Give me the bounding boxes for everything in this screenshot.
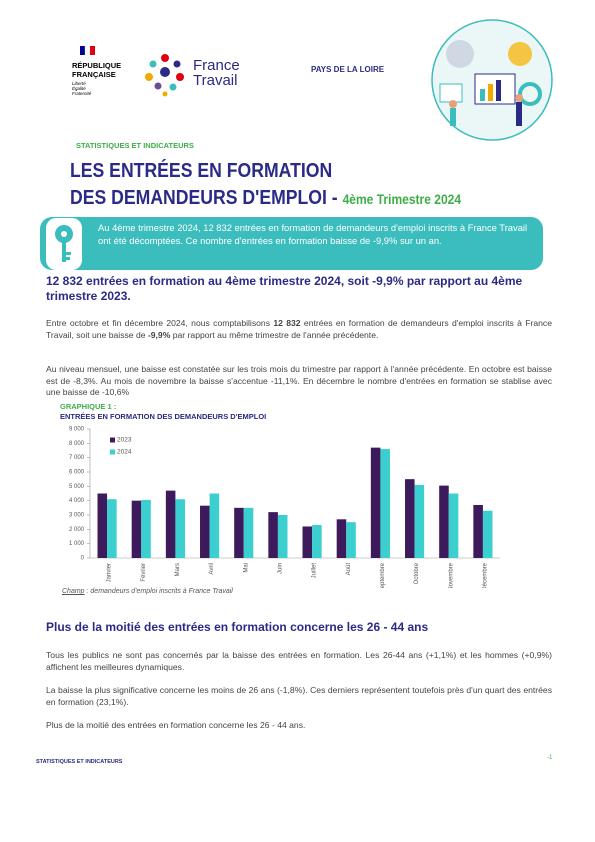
x-tick-label: Octobre — [414, 562, 420, 584]
bar — [268, 512, 278, 558]
chart: 0 1 000 2 000 3 000 4 000 5 000 6 000 7 000 8 00… — [69, 427, 500, 588]
page-number: -1 — [547, 755, 553, 761]
section-heading: 12 832 entrées en formation au 4ème trim… — [46, 274, 523, 303]
paragraph: Au niveau mensuel, une baisse est consta… — [46, 364, 552, 397]
y-tick-label: 6 000 — [69, 470, 85, 476]
paragraph: Entre octobre et fin décembre 2024, nous… — [46, 318, 552, 341]
highlight: -9,9% — [147, 329, 171, 340]
x-tick-label: Mars — [175, 563, 181, 576]
y-tick-label: 5 000 — [69, 484, 85, 490]
bar — [336, 519, 347, 558]
y-tick-label: 7 000 — [69, 455, 85, 461]
y-tick-label: 9 000 — [69, 427, 85, 433]
title-line-text: DES DEMANDEURS D'EMPLOI - — [70, 186, 343, 209]
republic-logo: RÉPUBLIQUE FRANÇAISE Liberté Égalité Fra… — [72, 61, 127, 96]
key-icon — [46, 218, 82, 270]
bar — [302, 526, 313, 558]
bar — [209, 493, 220, 558]
kicker: STATISTIQUES ET INDICATEURS — [76, 141, 194, 150]
title-line: DES DEMANDEURS D'EMPLOI - 4ème Trimestre… — [70, 184, 461, 213]
source-label: Champ — [62, 588, 85, 595]
region: PAYS DE LA LOIRE — [311, 65, 385, 74]
bar — [234, 507, 244, 558]
title-line: LES ENTRÉES EN FORMATION — [70, 159, 333, 182]
bar — [97, 493, 108, 558]
bar — [131, 500, 142, 558]
legend-swatch — [110, 437, 115, 443]
bar — [107, 499, 117, 558]
bar — [175, 499, 185, 558]
bar — [277, 515, 288, 558]
bar — [346, 522, 356, 558]
bar — [482, 510, 493, 558]
x-tick-label: Décembre — [482, 562, 488, 588]
x-tick-label: Février — [141, 563, 147, 582]
legend-label: 2023 — [117, 437, 132, 444]
title-period: 4ème Trimestre 2024 — [342, 191, 462, 207]
paragraph: Tous les publics ne sont pas concernés p… — [46, 650, 552, 672]
summary-box — [40, 217, 543, 270]
chart-label: GRAPHIQUE 1 : — [60, 402, 117, 411]
text: par rapport au même trimestre de l'année… — [170, 329, 379, 340]
bar — [243, 507, 254, 558]
x-tick-label: Mai — [243, 563, 249, 573]
x-tick-label: Juin — [277, 563, 283, 574]
bar — [439, 485, 449, 558]
bar — [380, 449, 390, 558]
motto: Liberté Égalité Fraternité — [72, 81, 92, 96]
france-travail-mark — [145, 54, 184, 97]
bar — [405, 479, 415, 558]
chart-heading: GRAPHIQUE 1 : ENTRÉES EN FORMATION DES D… — [60, 402, 266, 422]
bar — [414, 484, 425, 558]
x-tick-label: Avril — [209, 563, 215, 575]
x-tick-label: Juillet — [312, 563, 318, 579]
chart-title: ENTRÉES EN FORMATION DES DEMANDEURS D'EM… — [60, 412, 267, 421]
bar — [165, 490, 176, 558]
paragraph: La baisse la plus significative concerne… — [46, 685, 552, 707]
x-tick-label: Août — [346, 563, 352, 576]
text: Entre octobre et fin décembre 2024, nous… — [46, 318, 274, 328]
bar — [473, 504, 483, 558]
bar — [448, 493, 459, 558]
y-tick-label: 8 000 — [69, 441, 85, 447]
highlight: 12 832 — [273, 318, 301, 328]
y-tick-label: 1 000 — [69, 541, 85, 547]
legend-swatch — [110, 449, 115, 455]
paragraph: Plus de la moitié des entrées en formati… — [46, 720, 306, 730]
source-text: : demandeurs d'emploi inscrits à France … — [84, 588, 233, 595]
bar — [200, 505, 210, 558]
flag — [80, 46, 95, 56]
x-tick-label: Novembre — [448, 562, 454, 588]
y-tick-label: 0 — [81, 556, 85, 562]
illustration — [431, 19, 553, 141]
bar — [312, 525, 322, 558]
x-tick-label: Janvier — [107, 563, 113, 582]
footer-label: STATISTIQUES ET INDICATEURS — [36, 759, 123, 765]
section-heading: Plus de la moitié des entrées en formati… — [46, 620, 429, 634]
legend-label: 2024 — [117, 449, 132, 456]
y-tick-label: 2 000 — [69, 527, 85, 533]
y-tick-label: 3 000 — [69, 513, 85, 519]
title: LES ENTRÉES EN FORMATION DES DEMANDEURS … — [70, 157, 461, 213]
x-tick-label: Septembre — [380, 562, 386, 588]
republic-name: RÉPUBLIQUE FRANÇAISE — [72, 61, 122, 79]
text: entrées en formation de demandeurs d'emp… — [46, 318, 552, 340]
brand: France Travail — [193, 57, 240, 89]
bar — [370, 447, 381, 558]
summary: Au 4ème trimestre 2024, 12 832 entrées e… — [98, 222, 528, 246]
bar — [141, 499, 151, 558]
chart-source: Champ : demandeurs d'emploi inscrits à F… — [62, 588, 233, 595]
y-tick-label: 4 000 — [69, 498, 85, 504]
